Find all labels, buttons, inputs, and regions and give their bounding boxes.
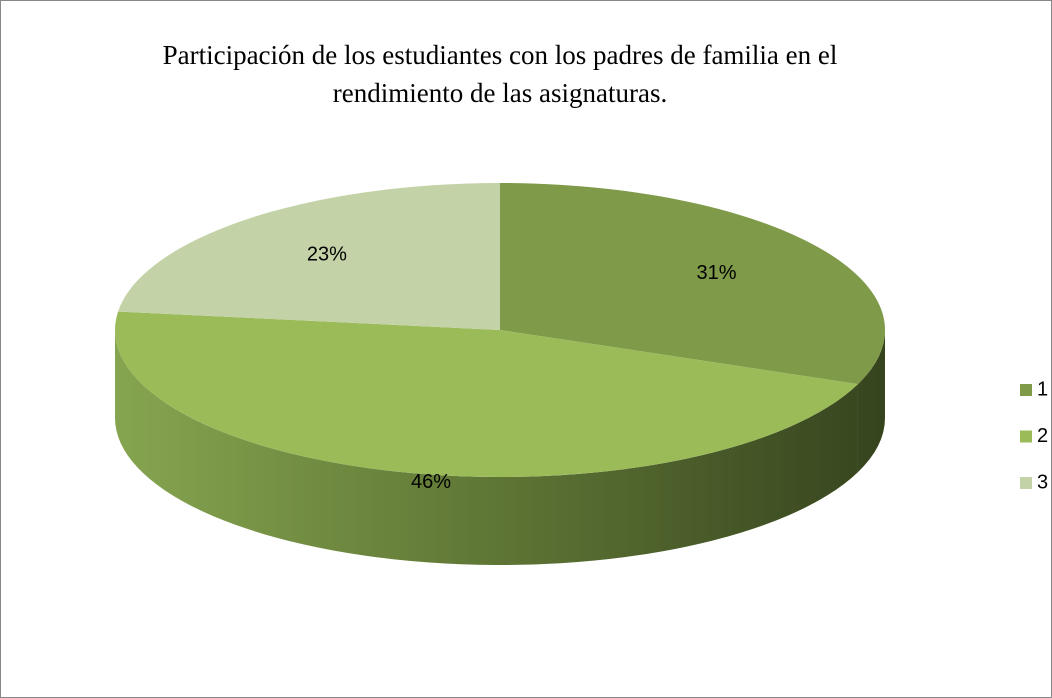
data-label: 46% bbox=[411, 471, 451, 493]
chart-title: Participación de los estudiantes con los… bbox=[162, 40, 838, 108]
legend-swatch bbox=[1020, 477, 1032, 489]
legend-label: 1 bbox=[1037, 378, 1048, 400]
legend-swatch bbox=[1020, 430, 1032, 443]
data-label: 31% bbox=[697, 262, 737, 284]
slice-side bbox=[115, 330, 858, 565]
data-label: 23% bbox=[307, 243, 347, 265]
legend-label: 2 bbox=[1037, 425, 1048, 447]
pie-slice bbox=[118, 183, 501, 330]
pie-slice bbox=[115, 311, 858, 477]
legend-label: 3 bbox=[1037, 471, 1048, 493]
slice-side bbox=[857, 330, 885, 473]
legend-swatch bbox=[1020, 384, 1032, 396]
pie-slice bbox=[500, 183, 885, 385]
